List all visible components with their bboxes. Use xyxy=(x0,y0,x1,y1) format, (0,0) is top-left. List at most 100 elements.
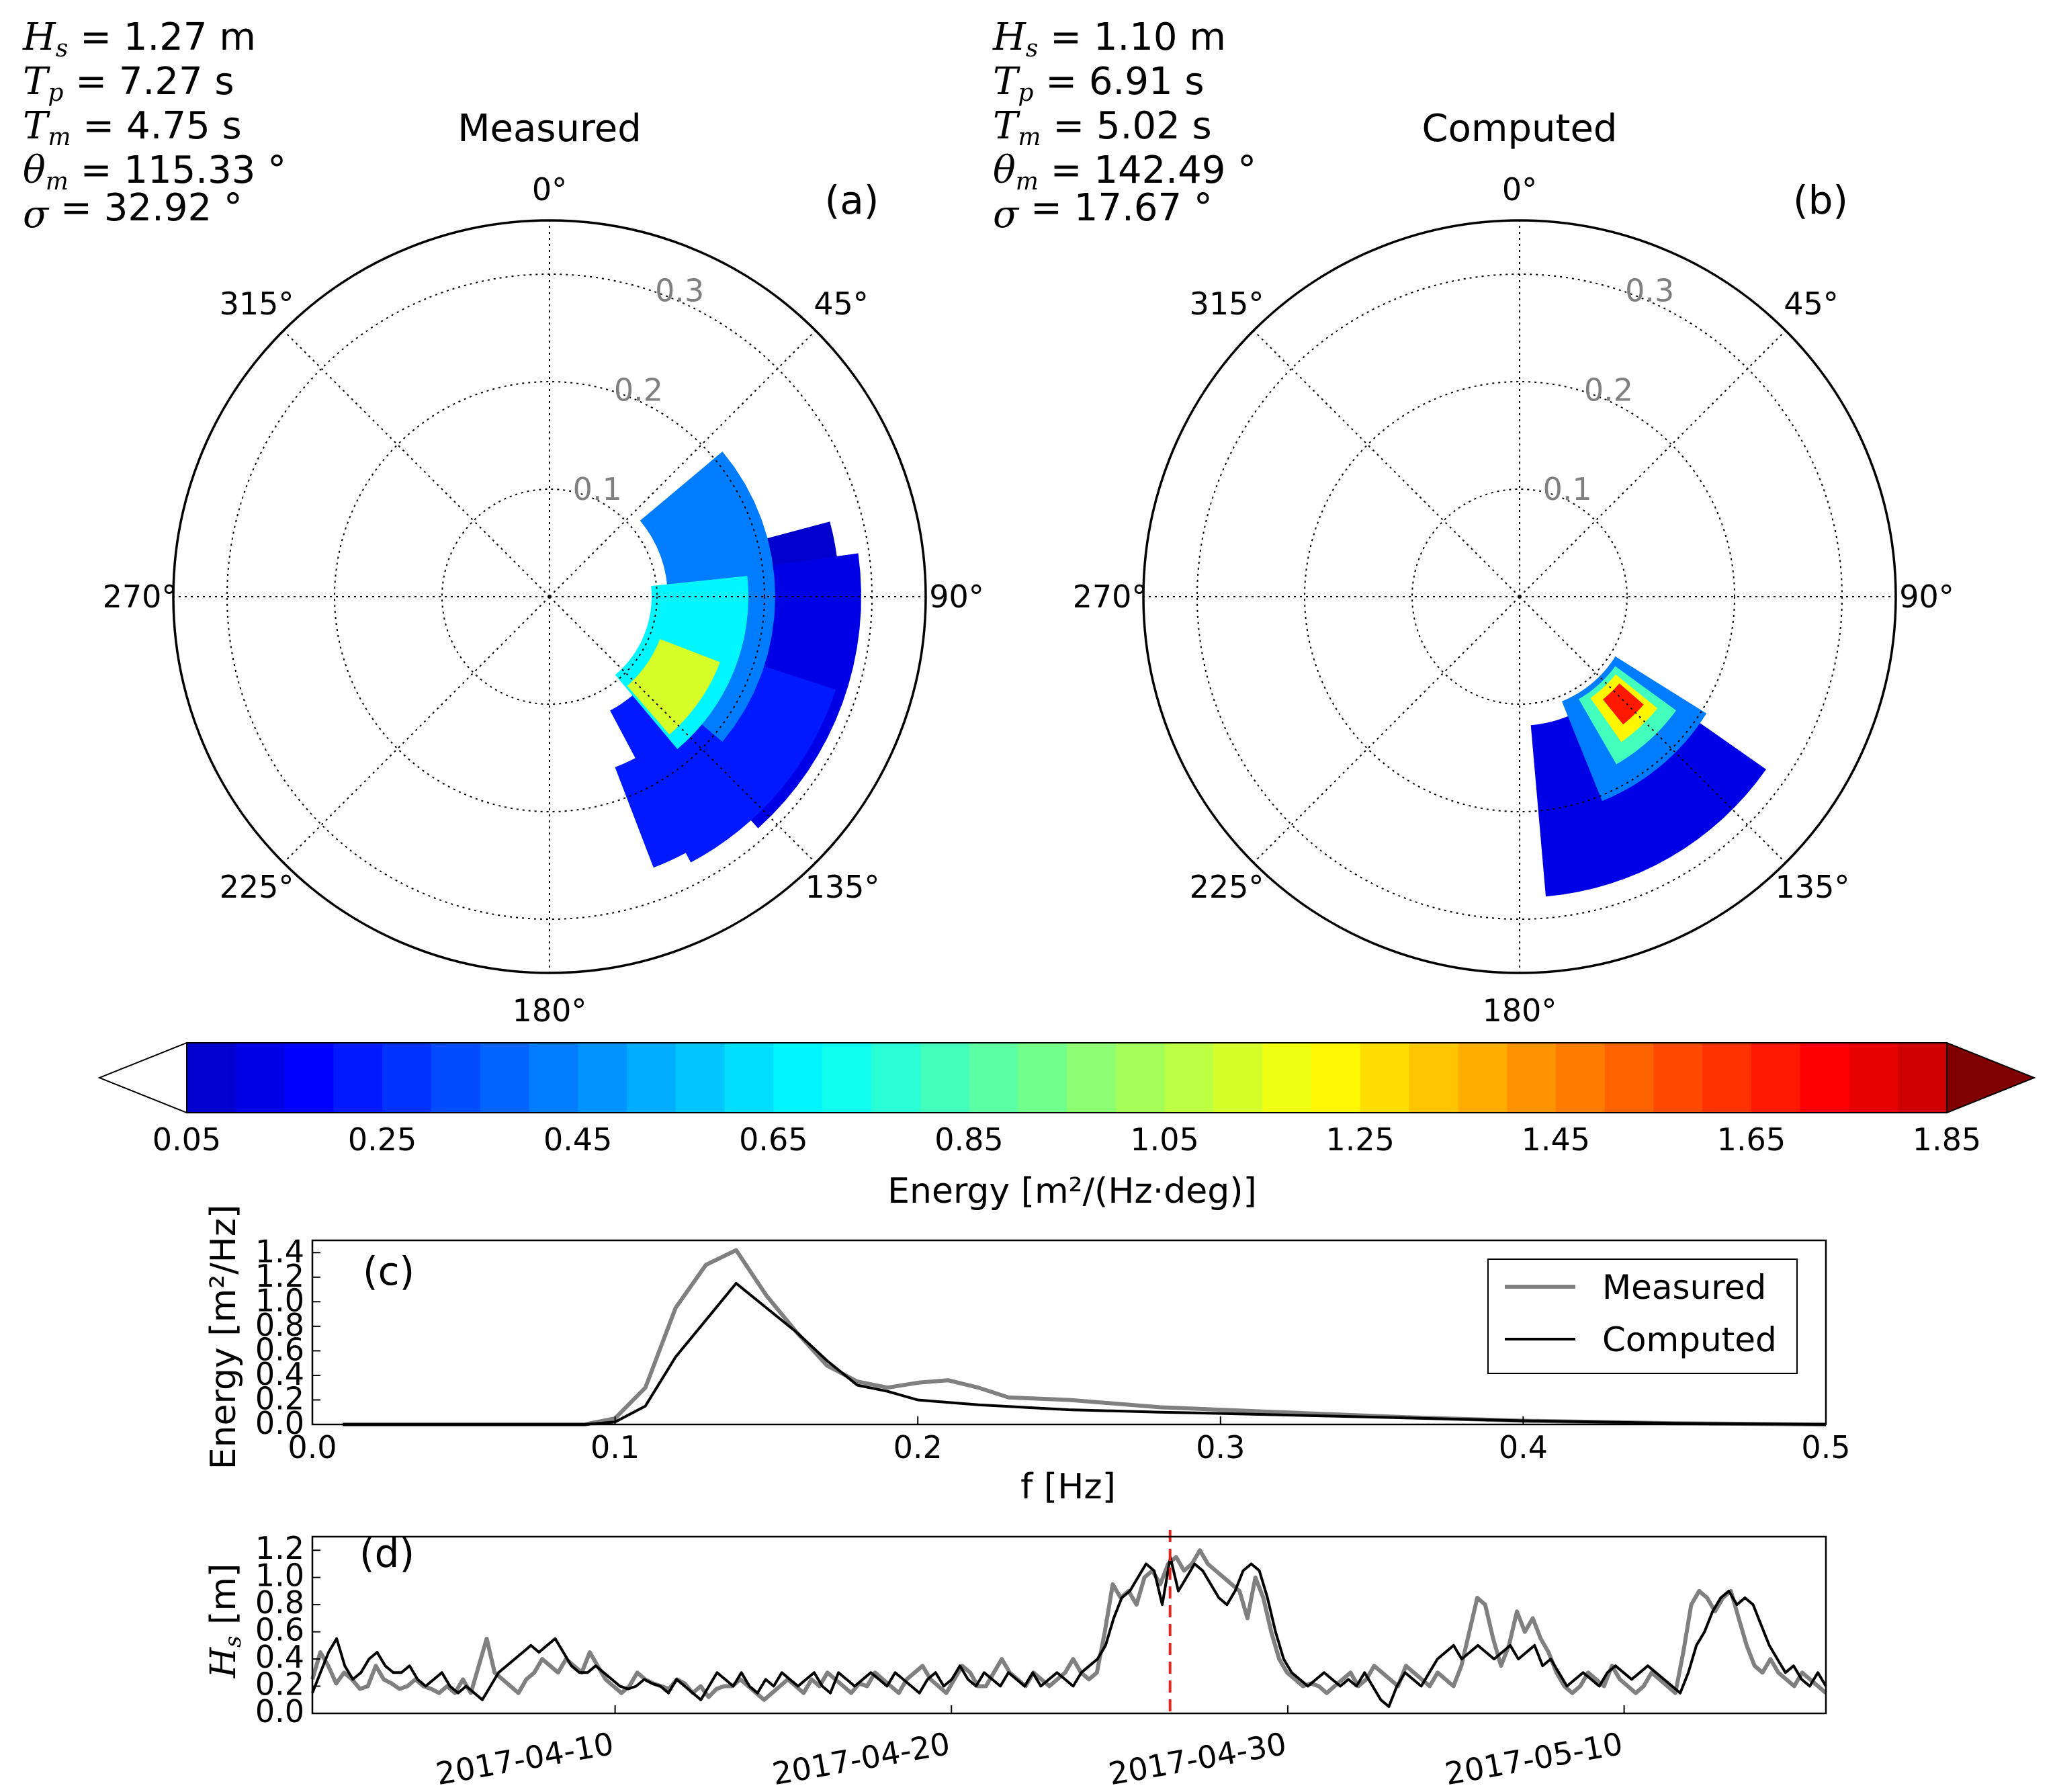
energy-contours xyxy=(610,452,861,868)
colorbar-cell xyxy=(1115,1043,1166,1113)
y-axis-label: Energy [m²/Hz] xyxy=(204,1205,244,1470)
timeseries-ticks: 2017-04-10 2017-04-20 2017-04-30 2017-05-10… xyxy=(255,1530,1626,1792)
colorbar-cell xyxy=(1458,1043,1507,1113)
spectrum-series xyxy=(343,1248,1827,1426)
polar-grid xyxy=(1142,219,1897,974)
colorbar-cell xyxy=(724,1043,774,1113)
y-tick-label: 1.4 xyxy=(255,1233,304,1269)
radial-gridline xyxy=(334,381,765,812)
stat-line: Tp = 6.91 s xyxy=(993,60,1205,107)
colorbar-cell xyxy=(627,1043,676,1113)
colorbar-cell xyxy=(871,1043,921,1113)
colorbar: 0.05 0.25 0.45 0.65 0.85 1.05 1.25 1.45 1.65 1.85… xyxy=(97,1041,2036,1211)
colorbar-cell xyxy=(1800,1043,1850,1113)
polar-grid xyxy=(172,219,927,974)
polar-outer-ring xyxy=(172,219,927,974)
x-tick-label: 2017-05-10 xyxy=(1442,1725,1626,1792)
colorbar-cell xyxy=(1311,1043,1361,1113)
colorbar-over-arrow xyxy=(1946,1041,2036,1114)
radial-tick-label: 0.1 xyxy=(573,471,622,507)
x-tick-label: 2017-04-20 xyxy=(770,1725,953,1792)
colorbar-tick-label: 1.45 xyxy=(1522,1121,1590,1158)
angular-gridline xyxy=(549,596,816,863)
y-tick-label: 1.2 xyxy=(255,1530,304,1566)
colorbar-cell xyxy=(920,1043,970,1113)
colorbar-cell xyxy=(480,1043,530,1113)
colorbar-cell xyxy=(675,1043,726,1113)
y-tick-label: 0.6 xyxy=(255,1331,304,1367)
colorbar-cell xyxy=(1702,1043,1752,1113)
angle-tick-label: 180° xyxy=(513,992,587,1029)
panel-label: (b) xyxy=(1793,177,1848,223)
x-tick-label: 0.5 xyxy=(1801,1429,1850,1465)
stat-line: Tm = 5.02 s xyxy=(993,104,1212,151)
colorbar-cell xyxy=(1604,1043,1654,1113)
colorbar-cell xyxy=(969,1043,1018,1113)
angle-tick-label: 45° xyxy=(1784,286,1839,322)
colorbar-cell xyxy=(1751,1043,1801,1113)
x-tick-label: 0.2 xyxy=(893,1429,943,1465)
legend-label-measured: Measured xyxy=(1602,1268,1766,1307)
angle-tick-label: 315° xyxy=(220,286,294,322)
angle-tick-label: 180° xyxy=(1483,992,1557,1029)
angular-gridline xyxy=(549,330,816,597)
colorbar-cell xyxy=(822,1043,872,1113)
energy-contour-patch xyxy=(627,639,720,735)
stat-line: θm = 115.33 ° xyxy=(23,148,286,196)
angular-gridline xyxy=(283,330,550,597)
x-tick-label: 2017-04-10 xyxy=(433,1725,617,1792)
angle-tick-label: 315° xyxy=(1190,286,1264,322)
colorbar-tick-label: 1.85 xyxy=(1913,1121,1981,1158)
series-computed xyxy=(343,1281,1827,1426)
angle-tick-label: 45° xyxy=(814,286,869,322)
radial-gridline xyxy=(441,488,658,705)
polar-plot-computed: Computed (b) 0° 45° 90° 135° 180° 225° 270° 315… xyxy=(1073,107,1954,1029)
angle-tick-label: 225° xyxy=(1190,869,1264,905)
series-computed xyxy=(311,1555,1827,1708)
x-tick-label: 0.0 xyxy=(288,1429,337,1465)
y-tick-label: 0.2 xyxy=(255,1380,304,1416)
radial-tick-label: 0.3 xyxy=(1625,273,1674,309)
colorbar-cell xyxy=(529,1043,578,1113)
stat-line: Tm = 4.75 s xyxy=(23,104,242,151)
angle-tick-label: 225° xyxy=(220,869,294,905)
spectrum-plot: 0.0 0.1 0.2 0.3 0.4 0.50.00.20.40.60.81.01.21… xyxy=(204,1205,1851,1507)
stat-line: θm = 142.49 ° xyxy=(993,148,1256,196)
colorbar-cell xyxy=(1018,1043,1067,1113)
y-tick-label: 0.8 xyxy=(255,1584,304,1621)
angle-tick-label: 270° xyxy=(103,579,177,615)
y-tick-label: 1.2 xyxy=(255,1258,304,1294)
stat-line: Hs = 1.27 m xyxy=(22,15,256,62)
colorbar-tick-label: 0.85 xyxy=(934,1121,1003,1158)
stats-measured: Hs = 1.27 m Tp = 7.27 s Tm = 4.75 s θm =… xyxy=(22,15,286,237)
colorbar-frame xyxy=(186,1042,1948,1113)
colorbar-cell xyxy=(1164,1043,1214,1113)
stat-line: Tp = 7.27 s xyxy=(23,60,234,107)
colorbar-cell xyxy=(1409,1043,1458,1113)
stat-line: σ = 17.67 ° xyxy=(993,186,1213,237)
colorbar-cell xyxy=(333,1043,383,1113)
colorbar-cell xyxy=(235,1043,286,1113)
angle-tick-label: 0° xyxy=(1502,171,1537,208)
colorbar-cell xyxy=(773,1043,823,1113)
legend-label-computed: Computed xyxy=(1602,1320,1777,1359)
colorbar-tick-label: 1.25 xyxy=(1325,1121,1394,1158)
x-tick-label: 0.4 xyxy=(1499,1429,1548,1465)
polar-labels: 0° 45° 90° 135° 180° 225° 270° 315° 0.1 0.2 0.3 xyxy=(103,171,984,1029)
colorbar-cell xyxy=(284,1043,334,1113)
radial-tick-label: 0.2 xyxy=(1584,372,1633,408)
colorbar-tick-label: 0.45 xyxy=(543,1121,612,1158)
angle-tick-label: 270° xyxy=(1073,579,1147,615)
polar-outer-ring xyxy=(1142,219,1897,974)
colorbar-tick-label: 0.65 xyxy=(739,1121,807,1158)
colorbar-ticks: 0.05 0.25 0.45 0.65 0.85 1.05 1.25 1.45 1.65 1.85 xyxy=(152,1121,1981,1158)
timeseries-frame xyxy=(311,1535,1827,1715)
colorbar-cell xyxy=(1262,1043,1312,1113)
colorbar-label: Energy [m²/(Hz·deg)] xyxy=(887,1171,1257,1211)
panel-label: (a) xyxy=(825,177,879,223)
colorbar-cell xyxy=(1653,1043,1703,1113)
angular-gridline xyxy=(1519,330,1786,597)
x-tick-label: 0.1 xyxy=(591,1429,640,1465)
y-axis-label: Hs [m] xyxy=(204,1564,247,1679)
